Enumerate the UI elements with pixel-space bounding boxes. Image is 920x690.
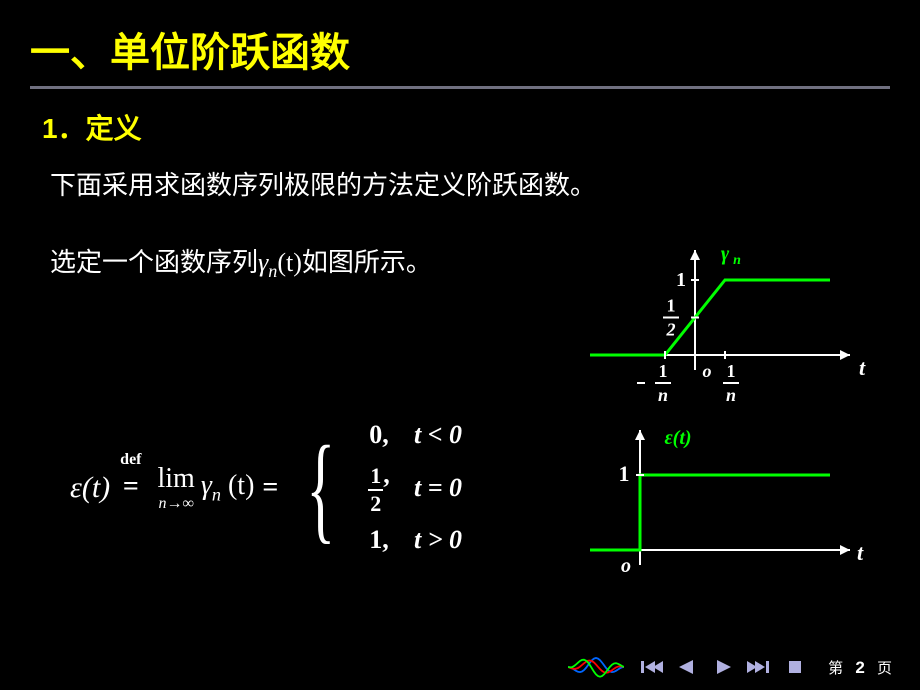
nav-stop-button[interactable] bbox=[780, 658, 810, 676]
footer: 第 2 页 bbox=[568, 652, 896, 682]
svg-text:n: n bbox=[726, 385, 736, 405]
svg-text:1: 1 bbox=[727, 361, 736, 381]
equation-block: ε(t) def = lim n→∞ γn (t) = { 0,t < 012,… bbox=[70, 420, 462, 555]
body2-post: (t)如图所示。 bbox=[277, 248, 432, 277]
svg-text:1: 1 bbox=[619, 461, 630, 486]
svg-text:n: n bbox=[658, 385, 668, 405]
svg-text:1: 1 bbox=[676, 269, 686, 291]
figure-2: ε(t) 1 o t bbox=[580, 420, 890, 590]
body2-sub: n bbox=[268, 261, 277, 281]
eq-lim: lim n→∞ bbox=[158, 463, 195, 513]
body2-gamma: γ bbox=[258, 248, 268, 277]
svg-text:n: n bbox=[733, 253, 741, 268]
nav-first-button[interactable] bbox=[636, 658, 666, 676]
svg-text:o: o bbox=[621, 555, 631, 577]
svg-text:o: o bbox=[703, 361, 712, 381]
body2-pre: 选定一个函数序列 bbox=[50, 248, 258, 277]
nav-next-button[interactable] bbox=[708, 658, 738, 676]
nav-prev-button[interactable] bbox=[672, 658, 702, 676]
eq-eq1: = bbox=[123, 471, 139, 503]
eq-def: def bbox=[120, 451, 141, 469]
figure-1: γn1121n1not bbox=[580, 240, 890, 410]
eq-eq2: = bbox=[262, 472, 278, 504]
eq-eps: ε(t) bbox=[70, 471, 110, 505]
eq-gamma: γn (t) bbox=[201, 470, 255, 506]
svg-text:t: t bbox=[859, 355, 866, 380]
page-number: 第 2 页 bbox=[828, 657, 896, 678]
svg-text:t: t bbox=[857, 540, 864, 565]
svg-text:1: 1 bbox=[667, 296, 676, 316]
fig1-svg: γn1121n1not bbox=[580, 240, 890, 420]
fig2-svg: ε(t) 1 o t bbox=[580, 420, 890, 590]
body-text-1: 下面采用求函数序列极限的方法定义阶跃函数。 bbox=[0, 147, 920, 202]
section-heading: 1．定义 bbox=[0, 89, 920, 147]
page-title: 一、单位阶跃函数 bbox=[0, 0, 920, 86]
wave-icon bbox=[568, 652, 624, 682]
eq-brace: { bbox=[307, 433, 336, 543]
svg-text:1: 1 bbox=[659, 361, 668, 381]
svg-text:ε(t): ε(t) bbox=[664, 427, 691, 449]
svg-text:γ: γ bbox=[721, 243, 730, 265]
eq-cases: 0,t < 012,t = 01,t > 0 bbox=[354, 420, 462, 555]
figures-region: γn1121n1not ε(t)1ot bbox=[580, 240, 890, 600]
nav-last-button[interactable] bbox=[744, 658, 774, 676]
svg-text:2: 2 bbox=[666, 320, 676, 340]
